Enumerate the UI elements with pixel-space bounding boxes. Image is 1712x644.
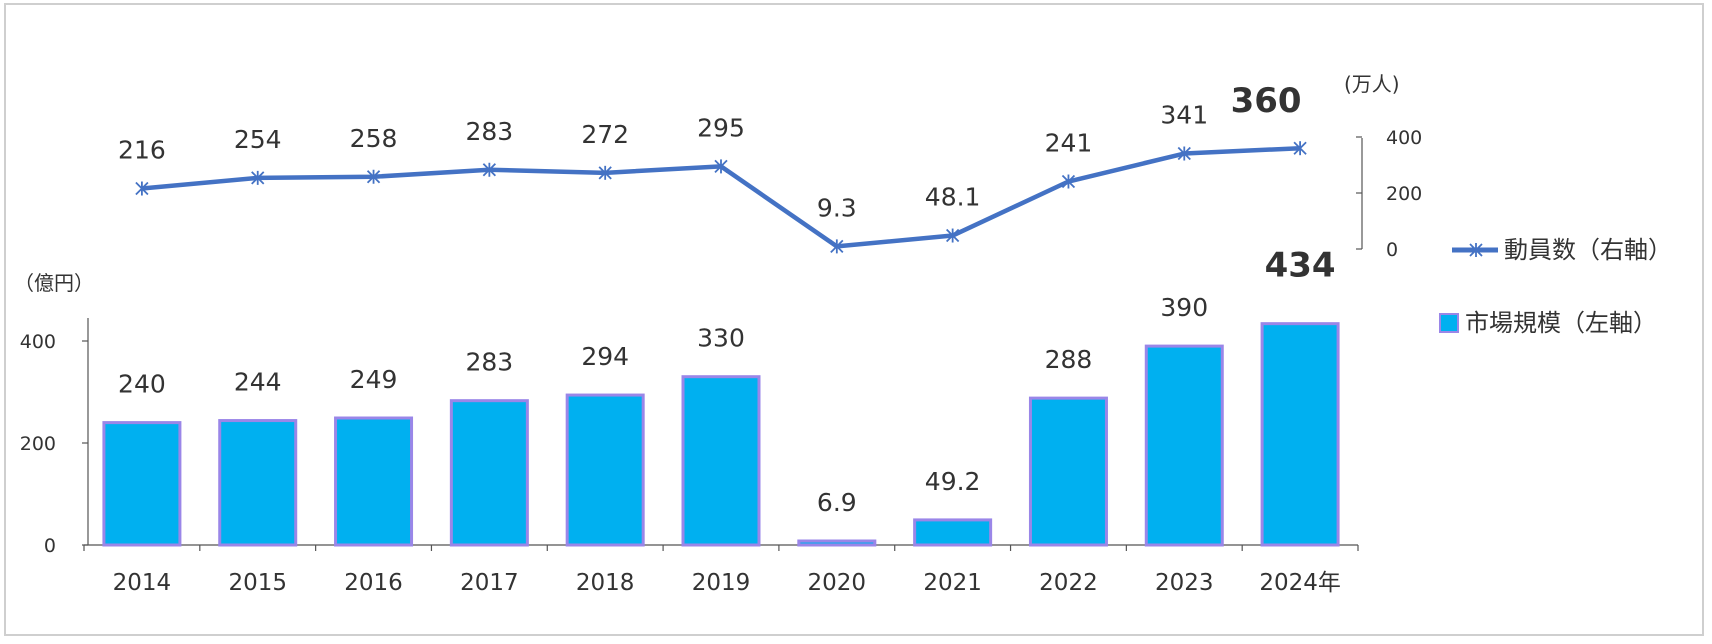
- bar-data-label: 288: [1045, 345, 1093, 374]
- line-point-marker: [598, 165, 612, 180]
- x-axis-category-label: 2023: [1155, 570, 1214, 596]
- bar-series: 240 244 249 283 294 330 6.9 49.2 288 390 434: [102, 246, 1340, 547]
- bar: [1028, 396, 1108, 547]
- line-data-label: 295: [697, 113, 745, 142]
- line-point-marker: [945, 228, 960, 243]
- line-data-label: 360: [1231, 81, 1302, 121]
- bar-data-label: 6.9: [817, 488, 857, 517]
- line-point-marker: [1061, 174, 1076, 189]
- x-axis-category-label: 2020: [808, 570, 867, 596]
- right-axis-unit: (万人): [1344, 72, 1400, 96]
- left-axis-unit: （億円）: [14, 271, 94, 295]
- bar: [913, 518, 993, 547]
- left-axis-tick-label: 0: [44, 535, 56, 557]
- line-data-label: 48.1: [925, 183, 981, 212]
- left-axis-tick-label: 200: [20, 433, 56, 455]
- bar-data-label: 49.2: [925, 467, 981, 496]
- right-axis-tick-label: 200: [1386, 183, 1422, 205]
- x-axis-category-label: 2018: [576, 570, 635, 596]
- legend-bar-swatch: [1439, 313, 1459, 333]
- legend: 動員数（右軸） 市場規模（左軸）: [1439, 236, 1672, 337]
- bar-data-label: 390: [1160, 293, 1208, 322]
- legend-bar-label: 市場規模（左軸）: [1465, 309, 1657, 337]
- line-data-label: 341: [1160, 101, 1208, 130]
- bar-data-label: 330: [697, 324, 745, 353]
- bar-data-label: 244: [234, 368, 282, 397]
- line-point-marker: [714, 159, 728, 174]
- x-axis-category-label: 2017: [460, 570, 519, 596]
- bar-data-label: 249: [350, 365, 398, 394]
- left-axis: 0 200 400 （億円）: [14, 271, 94, 557]
- bar: [334, 416, 414, 547]
- line-data-label: 254: [234, 125, 282, 154]
- line-point-marker: [251, 170, 265, 185]
- x-axis-category-label: 2021: [923, 570, 982, 596]
- line-series: 216 254 258 283 272 295 9.3 48.1 241 341 360: [118, 81, 1307, 254]
- bar-data-label: 294: [581, 342, 629, 371]
- x-axis-category-label: 2015: [228, 570, 287, 596]
- line-data-label: 241: [1045, 129, 1093, 158]
- right-axis: 0 200 400 (万人): [1344, 72, 1422, 261]
- line-data-label: 9.3: [817, 193, 857, 222]
- line-point-marker: [830, 239, 844, 254]
- bar-data-label: 283: [466, 348, 514, 377]
- x-axis-category-label: 2014: [113, 570, 172, 596]
- right-axis-tick-label: 0: [1386, 239, 1398, 261]
- line-data-label: 272: [581, 120, 629, 149]
- bar: [102, 421, 182, 547]
- x-axis-category-label: 2019: [692, 570, 751, 596]
- line-point-marker: [366, 169, 381, 184]
- bar: [218, 419, 298, 547]
- line-point-marker: [1177, 146, 1191, 161]
- right-axis-tick-label: 400: [1386, 127, 1422, 149]
- x-axis-category-label: 2022: [1039, 570, 1098, 596]
- legend-line-marker-icon: [1469, 243, 1483, 257]
- line-data-label: 216: [118, 136, 166, 165]
- bar: [797, 539, 877, 547]
- line-point-marker: [135, 181, 149, 196]
- bar: [1260, 322, 1340, 547]
- legend-line-label: 動員数（右軸）: [1504, 236, 1672, 264]
- x-axis: 2014 2015 2016 2017 2018 2019 2020 2021 2022 2023…: [83, 544, 1359, 596]
- x-axis-category-label: 2016: [344, 570, 403, 596]
- bar-data-label: 434: [1265, 246, 1336, 286]
- bar-data-label: 240: [118, 370, 166, 399]
- x-axis-category-label: 2024年: [1259, 570, 1341, 596]
- line-point-marker: [482, 162, 497, 177]
- bar: [449, 399, 529, 547]
- line-data-label: 258: [350, 124, 398, 153]
- line-point-marker: [1293, 141, 1307, 156]
- bar: [1144, 344, 1224, 547]
- bar: [565, 393, 645, 547]
- line-data-label: 283: [466, 117, 514, 146]
- bar: [681, 375, 761, 547]
- left-axis-tick-label: 400: [20, 331, 56, 353]
